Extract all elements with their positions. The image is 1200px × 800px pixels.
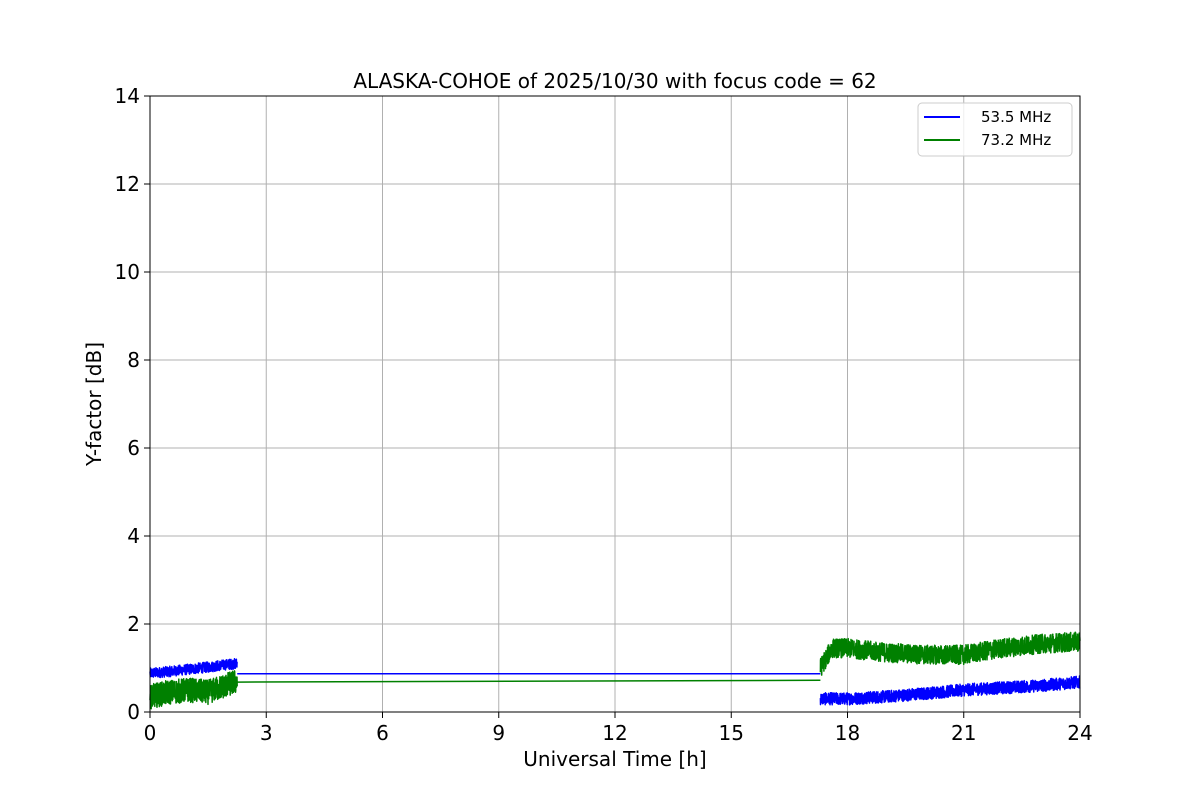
x-tick-label: 12 (602, 721, 627, 745)
y-tick-label: 12 (115, 172, 140, 196)
y-axis-label: Y-factor [dB] (82, 342, 106, 467)
y-tick-label: 4 (127, 524, 140, 548)
y-tick-label: 2 (127, 612, 140, 636)
y-axis: 0 2 4 6 8 10 12 14 (115, 84, 150, 724)
y-tick-label: 8 (127, 348, 140, 372)
x-tick-label: 0 (144, 721, 157, 745)
legend-label: 53.5 MHz (981, 108, 1051, 126)
plot-area (149, 631, 1081, 710)
x-tick-label: 3 (260, 721, 273, 745)
x-tick-label: 6 (376, 721, 389, 745)
y-tick-label: 0 (127, 700, 140, 724)
series-line (149, 658, 238, 679)
series-line (819, 631, 1081, 676)
series-line (819, 675, 1081, 706)
y-tick-label: 14 (115, 84, 140, 108)
legend-label: 73.2 MHz (981, 131, 1051, 149)
y-tick-label: 6 (127, 436, 140, 460)
x-tick-label: 15 (719, 721, 744, 745)
legend: 53.5 MHz 73.2 MHz (917, 102, 1073, 157)
y-tick-label: 10 (115, 260, 140, 284)
x-tick-label: 18 (835, 721, 860, 745)
series-line (237, 679, 821, 683)
x-tick-label: 9 (492, 721, 505, 745)
x-tick-label: 21 (951, 721, 976, 745)
grid (149, 95, 1081, 713)
series-2 (149, 631, 1081, 710)
x-tick-label: 24 (1067, 721, 1092, 745)
x-axis-label: Universal Time [h] (523, 747, 706, 771)
series-line (149, 670, 238, 710)
chart-title: ALASKA-COHOE of 2025/10/30 with focus co… (353, 69, 876, 93)
series-1 (149, 658, 1081, 706)
x-axis: 0 3 6 9 12 15 18 21 24 (144, 712, 1093, 745)
